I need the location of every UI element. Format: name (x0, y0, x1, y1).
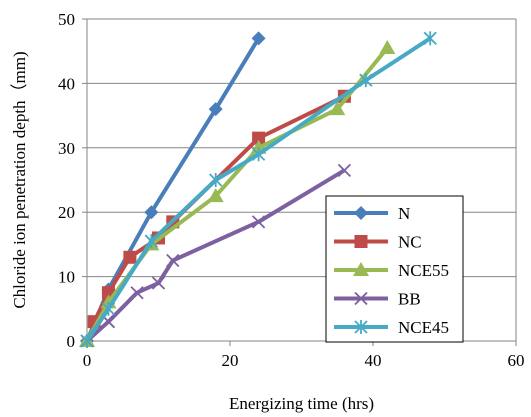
y-tick-label: 30 (58, 139, 75, 158)
legend-item-n: N (334, 204, 410, 223)
series-layer (79, 31, 437, 348)
y-tick-label: 40 (58, 74, 75, 93)
data-point-nc (252, 131, 266, 145)
legend-label-n: N (398, 204, 410, 223)
legend-item-nce55: NCE55 (334, 261, 449, 280)
legend-item-nc: NC (334, 233, 422, 252)
x-tick-label: 0 (83, 351, 92, 370)
legend-label-nce45: NCE45 (398, 318, 449, 337)
legend-marker-nc (354, 235, 368, 248)
y-axis-title: Chloride ion penetration depth（mm) (10, 51, 29, 308)
tick-labels: 0 20 40 60 0 10 20 30 40 50 (58, 10, 525, 370)
legend-item-bb: BB (334, 290, 421, 309)
data-point-nce55 (329, 101, 346, 116)
series-nc (87, 89, 351, 329)
data-point-bb (166, 253, 180, 268)
data-point-bb (251, 215, 266, 229)
legend-label-nce55: NCE55 (398, 261, 449, 280)
x-tick-label: 60 (508, 351, 525, 370)
legend-label-bb: BB (398, 290, 421, 309)
legend-label-nc: NC (398, 233, 422, 252)
data-point-nce45 (80, 334, 94, 348)
data-point-nc (123, 250, 137, 264)
legend-marker-nce45 (354, 320, 368, 334)
data-point-nce45 (209, 173, 223, 187)
legend-item-nce45: NCE45 (334, 318, 449, 337)
x-tick-label: 40 (365, 351, 382, 370)
data-point-bb (130, 286, 144, 300)
data-point-n (208, 102, 223, 117)
data-point-n (251, 31, 266, 46)
data-point-n (144, 205, 159, 220)
data-point-nce45 (359, 73, 373, 88)
data-point-nce45 (144, 234, 158, 249)
data-point-bb (337, 163, 352, 177)
y-tick-label: 0 (67, 332, 76, 351)
data-point-nce45 (251, 147, 266, 162)
x-axis-title: Energizing time (hrs) (229, 394, 374, 413)
data-point-nce55 (379, 39, 396, 54)
y-tick-label: 20 (58, 203, 75, 222)
legend-marker-nce55 (353, 262, 369, 276)
x-tick-label: 20 (222, 351, 239, 370)
data-point-nce45 (101, 301, 116, 316)
data-point-nce55 (207, 188, 224, 203)
series-nce45 (80, 31, 437, 348)
y-tick-label: 10 (58, 268, 75, 287)
legend-marker-bb (354, 291, 368, 306)
data-point-nce45 (423, 31, 437, 46)
legend: N NC NCE55 BB NCE45 (325, 195, 464, 343)
data-point-bb (151, 276, 166, 290)
legend-marker-n (354, 206, 368, 220)
y-tick-label: 50 (58, 10, 75, 29)
